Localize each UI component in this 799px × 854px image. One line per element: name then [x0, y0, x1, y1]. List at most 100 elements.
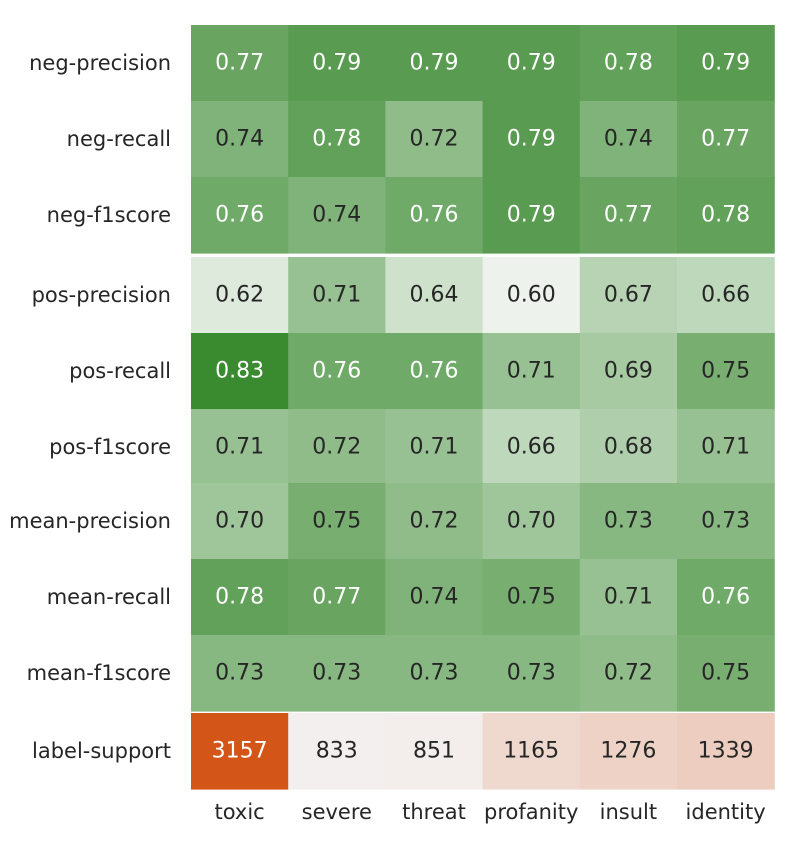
heatmap-cell-neg-precision-insult [579, 25, 678, 102]
heatmap-cell-neg-recall-identity [677, 101, 775, 178]
heatmap-cell-mean-recall-toxic [191, 559, 289, 636]
heatmap-cell-neg-f1score-toxic [191, 177, 289, 254]
heatmap-cell-pos-recall-profanity [482, 333, 581, 410]
row-label-pos-f1score: pos-f1score [49, 435, 171, 459]
heatmap-cell-label-support-identity [677, 713, 775, 790]
cell-value-label-pos-recall-profanity: 0.71 [507, 359, 556, 384]
heatmap-cell-mean-f1score-insult [579, 635, 678, 712]
heatmap-cell-pos-f1score-threat [385, 409, 484, 486]
cell-value-label-neg-precision-threat: 0.79 [410, 51, 459, 76]
heatmap-cell-pos-precision-identity [677, 257, 775, 334]
heatmap-cell-neg-f1score-severe [288, 177, 386, 254]
cell-value-label-mean-recall-identity: 0.76 [701, 585, 750, 610]
cell-value-label-pos-f1score-threat: 0.71 [410, 435, 459, 460]
heatmap-cell-pos-f1score-identity [677, 409, 775, 486]
heatmap-cell-neg-f1score-identity [677, 177, 775, 254]
heatmap-cell-mean-recall-identity [677, 559, 775, 636]
heatmap-cell-mean-recall-profanity [482, 559, 581, 636]
heatmap-cell-neg-precision-threat [385, 25, 484, 102]
row-label-neg-precision: neg-precision [29, 51, 171, 75]
cell-value-label-mean-precision-profanity: 0.70 [507, 509, 556, 534]
cell-value-label-neg-precision-identity: 0.79 [701, 51, 750, 76]
heatmap-cell-mean-precision-identity [677, 483, 775, 560]
cell-value-label-neg-f1score-toxic: 0.76 [215, 203, 264, 228]
cell-value-label-neg-f1score-threat: 0.76 [410, 203, 459, 228]
heatmap-cell-pos-recall-identity [677, 333, 775, 410]
cell-value-label-neg-recall-severe: 0.78 [312, 127, 361, 152]
heatmap-cell-pos-f1score-insult [579, 409, 678, 486]
row-label-mean-f1score: mean-f1score [27, 661, 171, 685]
cell-value-label-mean-recall-insult: 0.71 [604, 585, 653, 610]
column-label-identity: identity [686, 800, 766, 824]
row-label-mean-precision: mean-precision [9, 509, 171, 533]
column-label-toxic: toxic [214, 800, 264, 824]
cell-value-label-mean-f1score-identity: 0.75 [701, 661, 750, 686]
row-label-label-support: label-support [32, 739, 171, 763]
heatmap-cell-neg-f1score-profanity [482, 177, 581, 254]
cell-value-label-mean-f1score-severe: 0.73 [312, 661, 361, 686]
cell-value-label-mean-recall-toxic: 0.78 [215, 585, 264, 610]
heatmap-cell-neg-precision-toxic [191, 25, 289, 102]
heatmap-cell-mean-f1score-severe [288, 635, 386, 712]
heatmap-cell-pos-precision-severe [288, 257, 386, 334]
heatmap-cell-pos-f1score-severe [288, 409, 386, 486]
cell-value-label-pos-precision-identity: 0.66 [701, 283, 750, 308]
heatmap-cell-neg-f1score-insult [579, 177, 678, 254]
cell-value-label-label-support-identity: 1339 [698, 739, 754, 764]
cell-value-label-neg-precision-toxic: 0.77 [215, 51, 264, 76]
cell-value-label-neg-precision-insult: 0.78 [604, 51, 653, 76]
cell-value-label-pos-recall-threat: 0.76 [410, 359, 459, 384]
heatmap-cell-pos-precision-threat [385, 257, 484, 334]
heatmap-cell-label-support-severe [288, 713, 386, 790]
heatmap-cell-pos-f1score-toxic [191, 409, 289, 486]
heatmap-cell-mean-recall-threat [385, 559, 484, 636]
row-label-neg-recall: neg-recall [67, 127, 171, 151]
heatmap-cell-mean-f1score-profanity [482, 635, 581, 712]
cell-value-label-neg-f1score-identity: 0.78 [701, 203, 750, 228]
heatmap-cell-mean-f1score-toxic [191, 635, 289, 712]
row-label-pos-recall: pos-recall [69, 359, 171, 383]
column-label-severe: severe [302, 800, 372, 824]
heatmap-cell-neg-recall-profanity [482, 101, 581, 178]
cell-value-label-neg-f1score-severe: 0.74 [312, 203, 361, 228]
cell-value-label-label-support-severe: 833 [316, 739, 358, 764]
cell-value-label-neg-recall-identity: 0.77 [701, 127, 750, 152]
heatmap-cell-neg-precision-identity [677, 25, 775, 102]
heatmap-cell-mean-recall-severe [288, 559, 386, 636]
cell-value-label-neg-recall-toxic: 0.74 [215, 127, 264, 152]
heatmap-cell-label-support-profanity [482, 713, 581, 790]
cell-value-label-mean-f1score-insult: 0.72 [604, 661, 653, 686]
cell-value-label-mean-precision-severe: 0.75 [312, 509, 361, 534]
cell-value-label-pos-f1score-identity: 0.71 [701, 435, 750, 460]
cell-value-label-pos-precision-toxic: 0.62 [215, 283, 264, 308]
heatmap-cell-pos-f1score-profanity [482, 409, 581, 486]
cell-value-label-pos-recall-insult: 0.69 [604, 359, 653, 384]
cell-value-label-pos-recall-toxic: 0.83 [215, 359, 264, 384]
cell-value-label-mean-recall-severe: 0.77 [312, 585, 361, 610]
heatmap-cell-mean-precision-toxic [191, 483, 289, 560]
cell-value-label-label-support-toxic: 3157 [212, 739, 268, 764]
heatmap-cell-mean-precision-threat [385, 483, 484, 560]
heatmap-cell-pos-precision-profanity [482, 257, 581, 334]
heatmap-cell-neg-recall-toxic [191, 101, 289, 178]
cell-value-label-pos-precision-profanity: 0.60 [507, 283, 556, 308]
cell-value-label-pos-precision-severe: 0.71 [312, 283, 361, 308]
cell-value-label-mean-precision-threat: 0.72 [410, 509, 459, 534]
column-label-threat: threat [402, 800, 466, 824]
heatmap-cell-label-support-insult [579, 713, 678, 790]
cell-value-label-pos-recall-identity: 0.75 [701, 359, 750, 384]
cell-value-label-pos-recall-severe: 0.76 [312, 359, 361, 384]
cell-value-label-mean-f1score-profanity: 0.73 [507, 661, 556, 686]
cell-value-label-neg-f1score-insult: 0.77 [604, 203, 653, 228]
cell-value-label-mean-f1score-toxic: 0.73 [215, 661, 264, 686]
cell-value-label-pos-f1score-severe: 0.72 [312, 435, 361, 460]
row-label-pos-precision: pos-precision [32, 283, 171, 307]
column-label-profanity: profanity [484, 800, 578, 824]
heatmap-cell-pos-recall-severe [288, 333, 386, 410]
heatmap-cell-neg-precision-severe [288, 25, 386, 102]
heatmap-cell-pos-precision-toxic [191, 257, 289, 334]
cell-value-label-neg-recall-insult: 0.74 [604, 127, 653, 152]
column-label-insult: insult [600, 800, 657, 824]
